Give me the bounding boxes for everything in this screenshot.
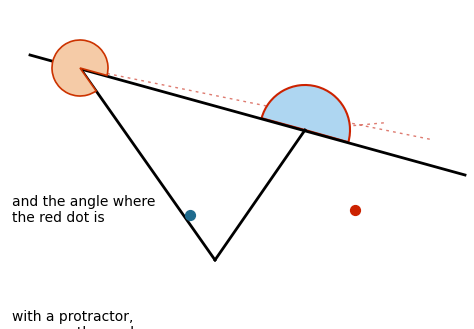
Wedge shape: [52, 40, 108, 96]
Point: [351, 207, 359, 213]
Text: with a protractor,
measure the angles
in the triangle: with a protractor, measure the angles in…: [12, 310, 150, 329]
Text: and the angle where
the red dot is: and the angle where the red dot is: [12, 195, 155, 225]
Point: [186, 212, 194, 217]
Wedge shape: [262, 85, 350, 142]
